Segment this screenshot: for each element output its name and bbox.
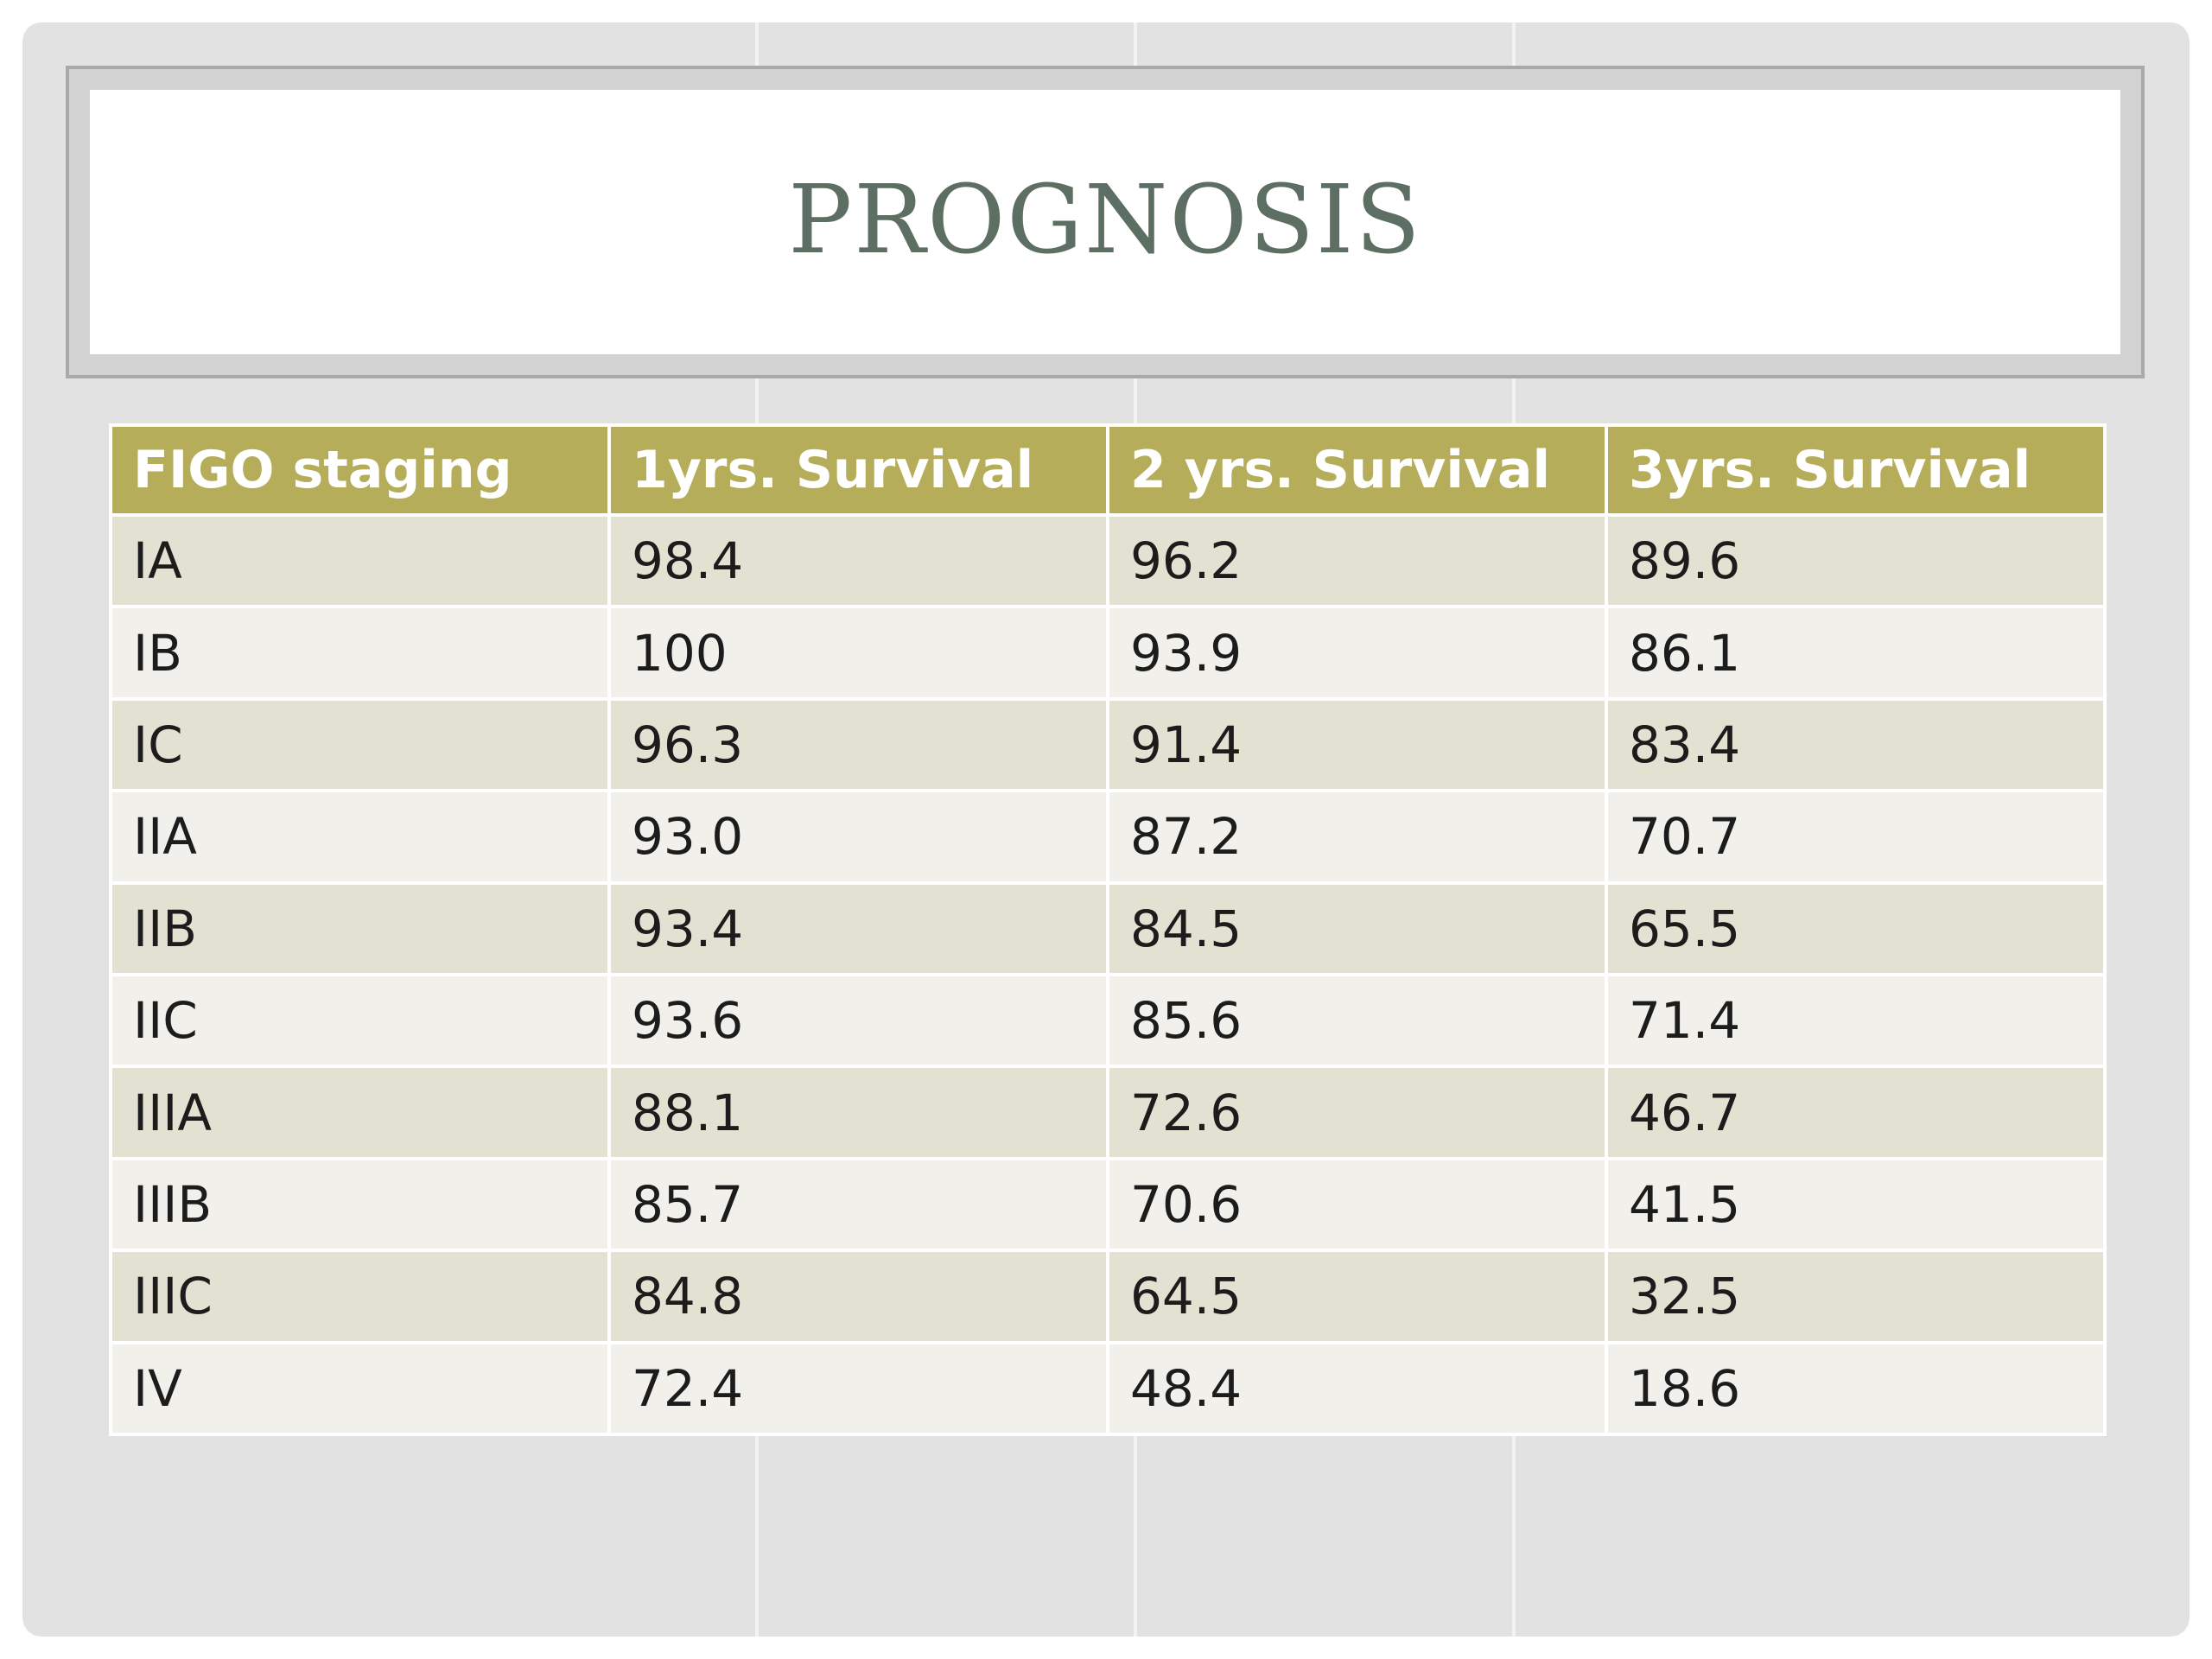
- table-row: IIIC 84.8 64.5 32.5: [109, 1249, 2107, 1344]
- cell-1yr: 98.4: [607, 512, 1109, 609]
- cell-3yr: 86.1: [1605, 605, 2107, 701]
- cell-stage: IV: [109, 1340, 611, 1437]
- slide: PROGNOSIS FIGO staging 1yrs. Survival 2 …: [22, 22, 2190, 1637]
- slide-title: PROGNOSIS: [788, 164, 1422, 275]
- table-row: IIIA 88.1 72.6 46.7: [109, 1065, 2107, 1160]
- cell-1yr: 88.1: [607, 1065, 1109, 1160]
- title-frame: PROGNOSIS: [66, 66, 2145, 378]
- table-row: IC 96.3 91.4 83.4: [109, 696, 2107, 793]
- cell-stage: IIA: [109, 789, 611, 885]
- cell-stage: IIB: [109, 880, 611, 976]
- survival-table: FIGO staging 1yrs. Survival 2 yrs. Survi…: [109, 423, 2107, 1437]
- header-2yr-survival: 2 yrs. Survival: [1106, 423, 1608, 517]
- table-row: IIC 93.6 85.6 71.4: [109, 972, 2107, 1069]
- cell-1yr: 100: [607, 605, 1109, 701]
- table-row: IV 72.4 48.4 18.6: [109, 1340, 2107, 1437]
- cell-3yr: 41.5: [1605, 1156, 2107, 1253]
- table-row: IIA 93.0 87.2 70.7: [109, 789, 2107, 885]
- cell-3yr: 65.5: [1605, 880, 2107, 976]
- cell-2yr: 64.5: [1106, 1249, 1608, 1344]
- header-1yr-survival: 1yrs. Survival: [607, 423, 1109, 517]
- cell-stage: IIC: [109, 972, 611, 1069]
- cell-2yr: 96.2: [1106, 512, 1608, 609]
- cell-1yr: 84.8: [607, 1249, 1109, 1344]
- cell-2yr: 70.6: [1106, 1156, 1608, 1253]
- cell-2yr: 93.9: [1106, 605, 1608, 701]
- cell-stage: IC: [109, 696, 611, 793]
- cell-2yr: 84.5: [1106, 880, 1608, 976]
- cell-stage: IA: [109, 512, 611, 609]
- header-3yr-survival: 3yrs. Survival: [1605, 423, 2107, 517]
- table-header-row: FIGO staging 1yrs. Survival 2 yrs. Survi…: [109, 423, 2107, 517]
- cell-1yr: 93.4: [607, 880, 1109, 976]
- cell-1yr: 93.6: [607, 972, 1109, 1069]
- cell-3yr: 46.7: [1605, 1065, 2107, 1160]
- cell-2yr: 91.4: [1106, 696, 1608, 793]
- cell-stage: IIIB: [109, 1156, 611, 1253]
- cell-3yr: 89.6: [1605, 512, 2107, 609]
- cell-2yr: 87.2: [1106, 789, 1608, 885]
- table-row: IB 100 93.9 86.1: [109, 605, 2107, 701]
- cell-stage: IIIA: [109, 1065, 611, 1160]
- cell-2yr: 72.6: [1106, 1065, 1608, 1160]
- title-box: PROGNOSIS: [90, 90, 2120, 354]
- cell-1yr: 72.4: [607, 1340, 1109, 1437]
- header-figo-staging: FIGO staging: [109, 423, 611, 517]
- table-row: IA 98.4 96.2 89.6: [109, 512, 2107, 609]
- table-row: IIIB 85.7 70.6 41.5: [109, 1156, 2107, 1253]
- cell-3yr: 83.4: [1605, 696, 2107, 793]
- table-row: IIB 93.4 84.5 65.5: [109, 880, 2107, 976]
- cell-3yr: 32.5: [1605, 1249, 2107, 1344]
- cell-2yr: 85.6: [1106, 972, 1608, 1069]
- cell-3yr: 71.4: [1605, 972, 2107, 1069]
- cell-1yr: 96.3: [607, 696, 1109, 793]
- cell-3yr: 18.6: [1605, 1340, 2107, 1437]
- cell-stage: IIIC: [109, 1249, 611, 1344]
- cell-3yr: 70.7: [1605, 789, 2107, 885]
- cell-2yr: 48.4: [1106, 1340, 1608, 1437]
- cell-1yr: 85.7: [607, 1156, 1109, 1253]
- cell-stage: IB: [109, 605, 611, 701]
- cell-1yr: 93.0: [607, 789, 1109, 885]
- survival-table-container: FIGO staging 1yrs. Survival 2 yrs. Survi…: [109, 423, 2107, 1437]
